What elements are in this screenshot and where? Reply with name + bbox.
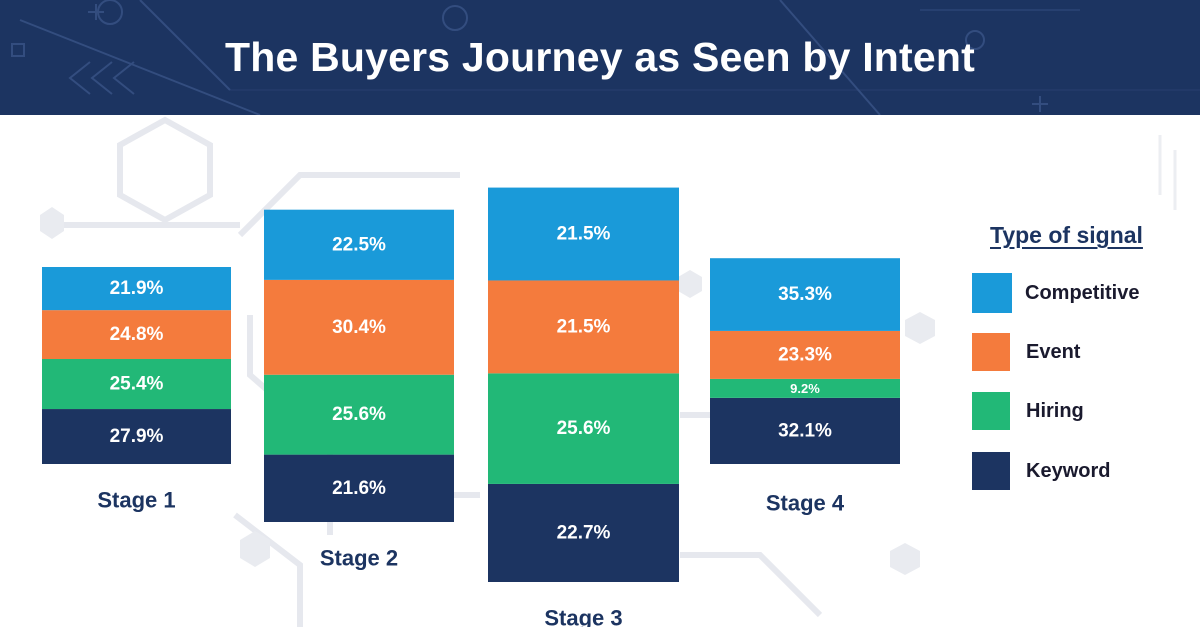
- category-label-stage-4: Stage 4: [766, 491, 845, 516]
- legend-label-hiring: Hiring: [1026, 399, 1084, 422]
- data-label-stage-1-hiring: 25.4%: [110, 374, 164, 395]
- page-title: The Buyers Journey as Seen by Intent: [225, 34, 975, 80]
- bar-segment-stage-3-keyword: [488, 483, 679, 582]
- data-label-stage-3-hiring: 25.6%: [557, 418, 611, 439]
- data-label-stage-4-competitive: 35.3%: [778, 284, 832, 305]
- data-label-stage-3-competitive: 21.5%: [557, 224, 611, 245]
- bar-segment-stage-4-competitive: [710, 258, 900, 331]
- legend-swatch-keyword: [972, 452, 1010, 490]
- legend-label-event: Event: [1026, 340, 1081, 363]
- bar-stack-stage-4: 32.1% 9.2% 23.3% 35.3%: [710, 258, 900, 464]
- legend-label-keyword: Keyword: [1026, 459, 1111, 482]
- legend-item-event: Event: [972, 333, 1080, 371]
- bar-segment-stage-1-hiring: [42, 358, 231, 410]
- legend-item-hiring: Hiring: [972, 392, 1084, 430]
- category-label-stage-1: Stage 1: [97, 488, 175, 513]
- bar-stack-stage-1: 27.9% 25.4% 24.8% 21.9%: [42, 267, 231, 464]
- header-banner: The Buyers Journey as Seen by Intent: [0, 0, 1200, 115]
- data-label-stage-1-keyword: 27.9%: [110, 426, 164, 447]
- bar-segment-stage-3-hiring: [488, 373, 679, 484]
- legend-title: Type of signal: [990, 222, 1143, 248]
- bar-segment-stage-2-hiring: [264, 374, 454, 455]
- legend-label-competitive: Competitive: [1025, 281, 1140, 304]
- legend-swatch-event: [972, 333, 1010, 371]
- legend-swatch-competitive: [972, 273, 1012, 313]
- bar-segment-stage-1-event: [42, 310, 231, 359]
- bar-segment-stage-4-keyword: [710, 397, 900, 464]
- data-label-stage-4-keyword: 32.1%: [778, 420, 832, 441]
- data-label-stage-4-hiring: 9.2%: [790, 381, 820, 396]
- data-label-stage-2-keyword: 21.6%: [332, 478, 386, 499]
- data-label-stage-1-event: 24.8%: [110, 324, 164, 345]
- data-label-stage-3-event: 21.5%: [557, 316, 611, 337]
- bar-stack-stage-2: 21.6% 25.6% 30.4% 22.5%: [264, 209, 454, 522]
- bar-segment-stage-2-keyword: [264, 454, 454, 522]
- data-label-stage-2-event: 30.4%: [332, 317, 386, 338]
- bar-stack-stage-3: 22.7% 25.6% 21.5% 21.5%: [488, 187, 679, 582]
- bar-segment-stage-3-competitive: [488, 187, 679, 281]
- data-label-stage-2-hiring: 25.6%: [332, 404, 386, 425]
- bar-segment-stage-2-event: [264, 279, 454, 375]
- category-label-stage-3: Stage 3: [544, 606, 622, 627]
- data-label-stage-3-keyword: 22.7%: [557, 522, 611, 543]
- bar-segment-stage-3-event: [488, 280, 679, 374]
- data-label-stage-4-event: 23.3%: [778, 344, 832, 365]
- category-label-stage-2: Stage 2: [320, 546, 398, 571]
- bar-segment-stage-1-competitive: [42, 267, 231, 311]
- data-label-stage-2-competitive: 22.5%: [332, 234, 386, 255]
- bar-segment-stage-1-keyword: [42, 409, 231, 464]
- legend-item-keyword: Keyword: [972, 452, 1110, 490]
- legend-swatch-hiring: [972, 392, 1010, 430]
- bar-segment-stage-4-event: [710, 330, 900, 379]
- bar-segment-stage-2-competitive: [264, 209, 454, 280]
- data-label-stage-1-competitive: 21.9%: [110, 278, 164, 299]
- header-decoration: [11, 0, 1200, 115]
- legend-item-competitive: Competitive: [972, 273, 1140, 313]
- bar-segment-stage-4-hiring: [710, 378, 900, 398]
